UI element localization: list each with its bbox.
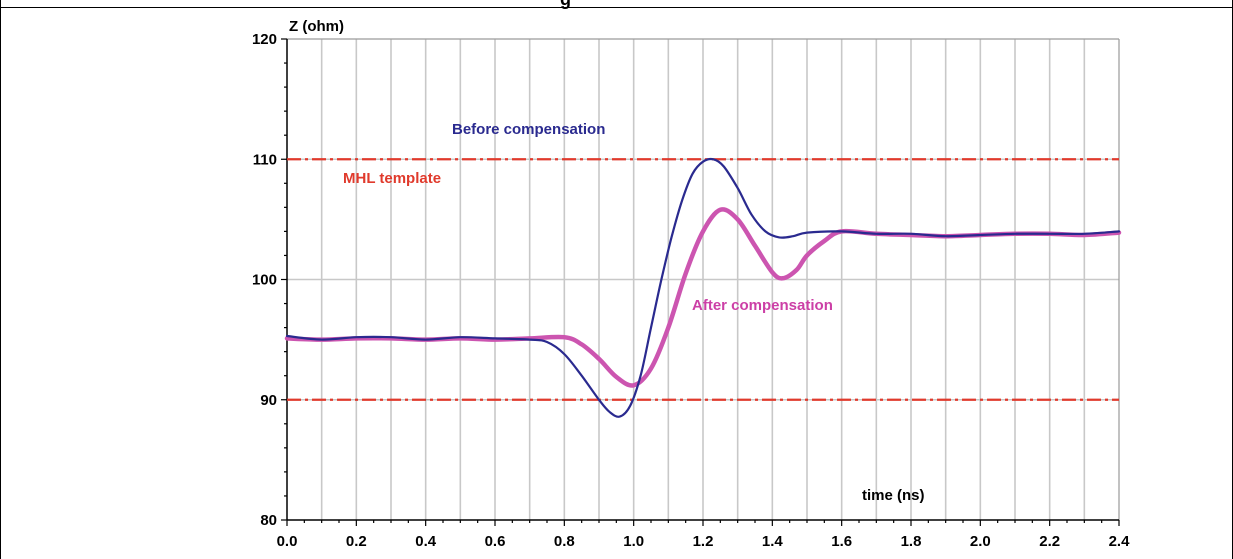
y-tick-label: 80 — [260, 512, 277, 529]
y-tick-label: 100 — [252, 272, 277, 289]
x-tick-label: 0.6 — [485, 533, 506, 550]
x-tick-label: 0.8 — [554, 533, 575, 550]
reference-label-mhl-template: MHL template — [343, 170, 441, 187]
x-axis-label: time (ns) — [862, 487, 925, 504]
axes: 0.0 0.2 0.4 0.6 0.8 1.0 1.2 1.4 1.6 1.8 2.0 2.2 2.4 8… — [252, 31, 1130, 550]
x-tick-label: 1.2 — [693, 533, 714, 550]
series-line-before-compensation — [285, 157, 1121, 418]
x-tick-label: 0.4 — [415, 533, 437, 550]
y-tick-label: 110 — [253, 151, 277, 168]
caption-divider — [0, 7, 1233, 8]
x-tick-label: 1.8 — [901, 533, 922, 550]
series-label-before-compensation: Before compensation — [452, 121, 605, 138]
cut-off-caption: g — [560, 0, 571, 10]
series-label-after-compensation: After compensation — [692, 297, 833, 314]
x-tick-label: 0.0 — [277, 533, 298, 550]
reference-lines — [287, 158, 1119, 401]
x-tick-label: 0.2 — [346, 533, 367, 550]
grid — [287, 39, 1119, 520]
x-tick-label: 2.0 — [970, 533, 991, 550]
y-axis-label: Z (ohm) — [289, 18, 344, 35]
x-tick-label: 2.2 — [1039, 533, 1060, 550]
x-tick-label: 1.0 — [623, 533, 644, 550]
series-group — [284, 157, 1122, 418]
x-tick-label: 2.4 — [1109, 533, 1131, 550]
chart-labels: Z (ohm) time (ns) Before compensation Af… — [289, 18, 925, 504]
x-tick-label: 1.6 — [831, 533, 852, 550]
y-tick-label: 90 — [260, 392, 277, 409]
x-tick-label: 1.4 — [762, 533, 784, 550]
y-tick-label: 120 — [252, 31, 277, 48]
